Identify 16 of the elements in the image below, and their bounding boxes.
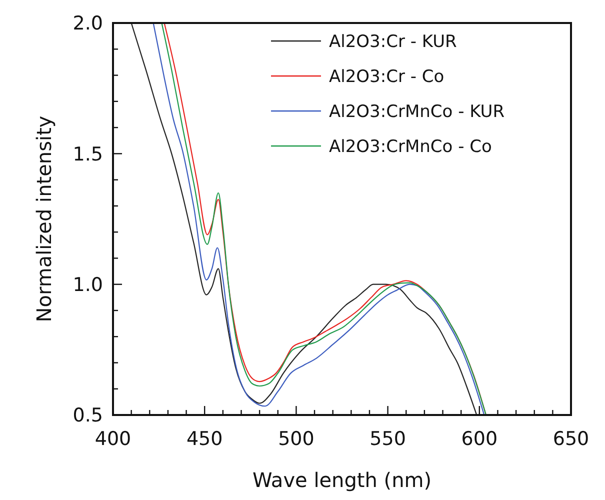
legend-label: Al2O3:Cr - Co: [329, 66, 444, 87]
legend-label: Al2O3:Cr - KUR: [329, 32, 458, 52]
y-tick-label: 1.0: [72, 274, 103, 296]
x-tick-label: 650: [552, 428, 590, 450]
x-tick-label: 400: [94, 428, 132, 450]
y-tick-label: 2.0: [72, 12, 103, 35]
x-tick-label: 600: [461, 428, 498, 450]
x-tick-label: 550: [370, 428, 406, 450]
legend-label: Al2O3:CrMnCo - Co: [329, 136, 492, 157]
x-axis-title: Wave length (nm): [252, 468, 432, 492]
y-axis-title: Normalized intensity: [32, 116, 56, 322]
y-tick-label: 1.5: [72, 143, 103, 166]
x-tick-label: 450: [186, 428, 223, 450]
x-tick-label: 500: [278, 428, 314, 450]
legend-label: Al2O3:CrMnCo - KUR: [329, 102, 505, 122]
y-tick-label: 0.5: [72, 404, 103, 427]
